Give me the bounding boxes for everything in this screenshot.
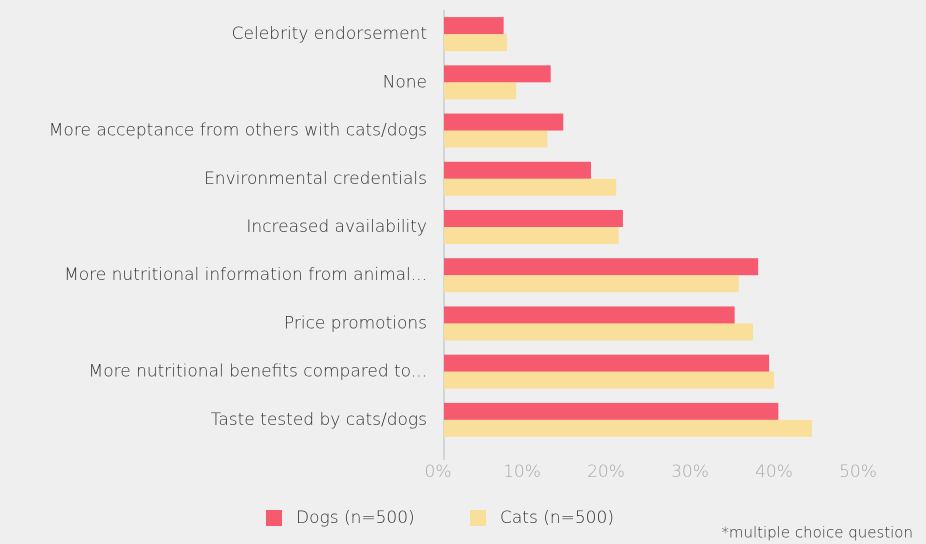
bar bbox=[444, 130, 548, 148]
bar bbox=[444, 178, 617, 196]
x-tick-label: 30% bbox=[671, 462, 709, 482]
bar bbox=[444, 227, 619, 244]
legend-swatch bbox=[266, 510, 282, 526]
footnote: *multiple choice question bbox=[721, 524, 913, 542]
legend-label: Dogs (n=500) bbox=[296, 508, 415, 528]
bar bbox=[444, 275, 739, 293]
y-tick-label: More nutritional benefits compared to... bbox=[89, 362, 427, 382]
x-tick-label: 20% bbox=[587, 462, 625, 482]
y-tick-label: More nutritional information from animal… bbox=[64, 265, 427, 285]
x-tick-label: 50% bbox=[839, 462, 877, 482]
bar bbox=[444, 354, 770, 372]
y-tick-label: Taste tested by cats/dogs bbox=[211, 410, 427, 430]
y-tick-label: None bbox=[383, 72, 427, 92]
y-tick-label: Celebrity endorsement bbox=[232, 24, 427, 44]
y-tick-label: Price promotions bbox=[284, 313, 427, 333]
bar bbox=[444, 17, 504, 35]
bar bbox=[444, 210, 623, 227]
bar bbox=[444, 113, 564, 131]
legend-swatch bbox=[470, 510, 486, 526]
x-tick-label: 0% bbox=[425, 462, 452, 482]
bar bbox=[444, 323, 754, 341]
y-tick-label: More acceptance from others with cats/do… bbox=[49, 121, 427, 141]
bar bbox=[444, 402, 779, 420]
bar bbox=[444, 65, 551, 83]
legend-label: Cats (n=500) bbox=[500, 508, 614, 528]
y-tick-label: Environmental credentials bbox=[204, 169, 427, 189]
bar bbox=[444, 419, 812, 437]
x-tick-label: 40% bbox=[755, 462, 793, 482]
bar bbox=[444, 161, 591, 179]
bar bbox=[444, 34, 507, 52]
y-tick-label: Increased availability bbox=[246, 217, 427, 237]
x-tick-label: 10% bbox=[503, 462, 541, 482]
bar bbox=[444, 82, 517, 100]
bar bbox=[444, 371, 775, 389]
bar bbox=[444, 306, 735, 324]
bar bbox=[444, 258, 759, 276]
